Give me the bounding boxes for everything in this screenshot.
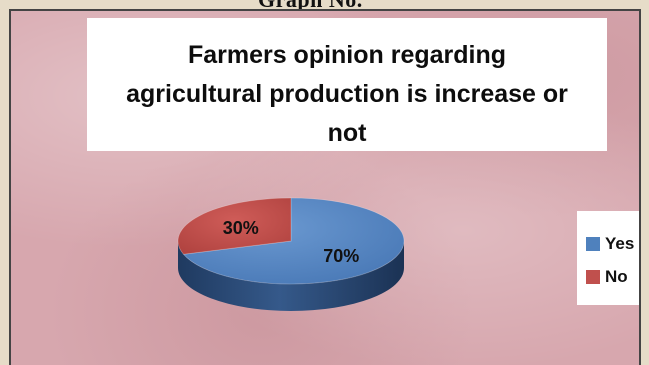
legend-label-no: No [605,266,628,286]
chart-title: Farmers opinion regarding agricultural p… [87,18,607,151]
pie-slice-side-yes [178,241,404,311]
legend-swatch-no [586,269,600,284]
pie-label-no: 30% [223,218,259,238]
pie-slice-no [177,197,292,255]
pie-label-yes: 70% [323,246,359,266]
legend-item-yes: Yes [586,227,639,260]
chart-area: Farmers opinion regarding agricultural p… [9,9,641,365]
pie-chart: 70% 30% [177,197,405,311]
legend-swatch-yes [586,236,600,251]
pie-slice-yes [182,197,405,285]
chart-title-line-2: agricultural production is increase or [126,80,568,108]
chart-legend: Yes No [577,211,639,305]
chart-title-line-3: not [327,119,367,147]
legend-label-yes: Yes [605,233,635,253]
chart-title-line-1: Farmers opinion regarding [187,41,507,69]
legend-item-no: No [586,260,639,293]
